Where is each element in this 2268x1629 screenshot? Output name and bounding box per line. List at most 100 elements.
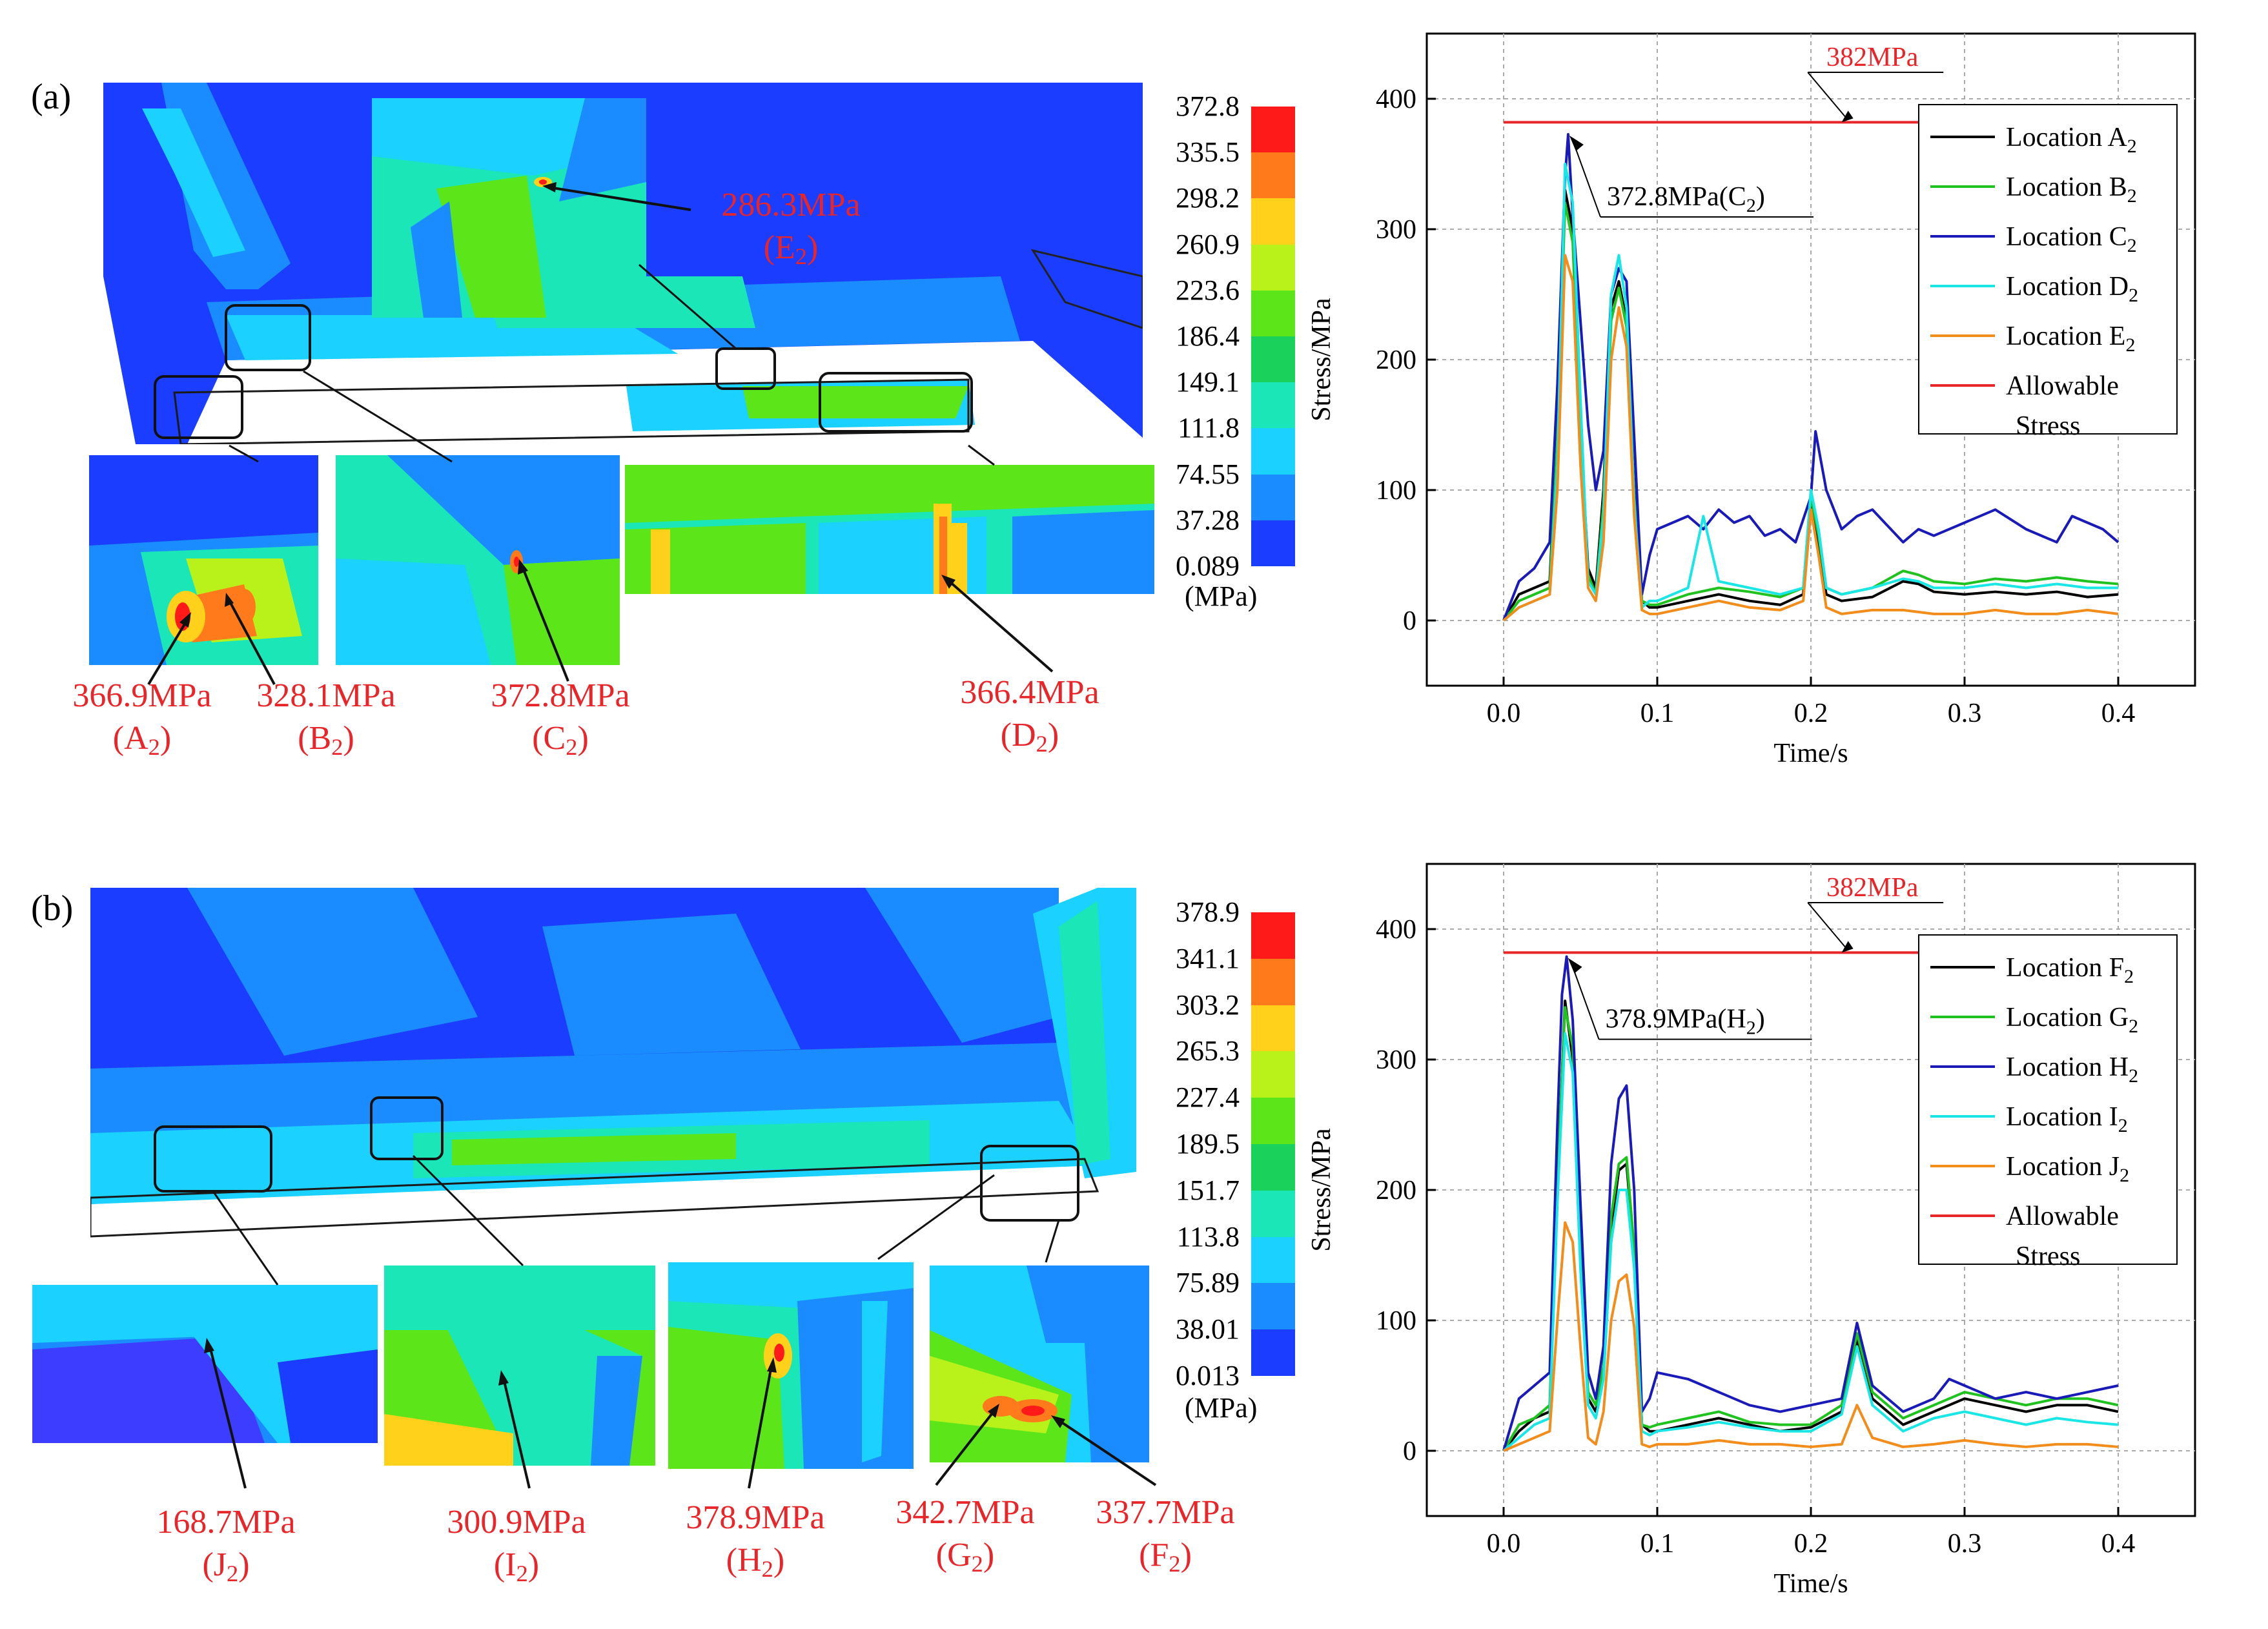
y-tick-label: 0 (1403, 606, 1416, 636)
colorbar-segment (1251, 244, 1295, 291)
legend-label: Location F2 (2006, 953, 2134, 987)
stress-time-chart-b: 0.0 0.1 0.2 0.3 0.4 0 100 200 300 400 Time/s Stress… (1307, 863, 2196, 1599)
x-tick-label: 0.1 (1640, 1529, 1675, 1559)
allowable-label: 382MPa (1826, 43, 1919, 72)
legend-label: Location I2 (2006, 1102, 2128, 1136)
colorbar-tick-label: 0.013 (1176, 1360, 1240, 1391)
colorbar-tick-label: 149.1 (1176, 366, 1240, 398)
series-line (1502, 163, 2118, 622)
fea-contour-b-main (90, 888, 1136, 1249)
fea-inset-d2 (625, 465, 1154, 594)
legend-box (1918, 104, 2178, 435)
peak-arrowhead (1569, 135, 1584, 151)
stress-time-chart-a: 0.0 0.1 0.2 0.3 0.4 0 100 200 300 400 Time/s Stress… (1307, 32, 2196, 768)
colorbar-segment (1251, 1051, 1295, 1098)
series-line (1502, 201, 2119, 622)
fea-inset-e2 (372, 98, 646, 318)
colorbar-tick-label: 372.8 (1176, 90, 1240, 122)
fea-inset-i2 (384, 1265, 655, 1466)
colorbar-tick-label: 0.089 (1176, 550, 1240, 582)
fea-inset-a2-b2 (89, 455, 318, 665)
colorbar-b (1251, 912, 1295, 1376)
colorbar-tick-label: 151.7 (1176, 1174, 1240, 1206)
colorbar-segment (1251, 152, 1295, 199)
colorbar-a (1251, 107, 1295, 566)
colorbar-segment (1251, 520, 1295, 566)
series-line (1502, 1006, 2119, 1452)
fea-inset-h2 (668, 1262, 914, 1469)
colorbar-tick-label: 111.8 (1178, 412, 1240, 444)
annotation-e2: 286.3MPa (E2) (721, 187, 861, 270)
colorbar-tick-label: 335.5 (1176, 136, 1240, 169)
peak-leader (1571, 964, 1600, 1040)
x-axis-label: Time/s (1773, 739, 1848, 768)
annotation-g2: 342.7MPa (G2) (895, 1494, 1035, 1577)
x-tick-label: 0.3 (1948, 1529, 1982, 1559)
colorbar-tick-label: 223.6 (1176, 274, 1240, 306)
allowable-leader (1807, 72, 1846, 118)
legend-label: Allowable (2006, 1202, 2119, 1231)
legend-label: Location J2 (2006, 1152, 2129, 1186)
colorbar-segment (1251, 1190, 1295, 1237)
x-tick-label: 0.4 (2101, 1529, 2136, 1559)
legend-box (1918, 934, 2178, 1265)
peak-leader (1573, 141, 1601, 218)
series-line (1502, 254, 2119, 622)
y-tick-label: 400 (1376, 915, 1416, 945)
colorbar-segment (1251, 1098, 1295, 1144)
colorbar-tick-label: 265.3 (1176, 1035, 1240, 1067)
fea-inset-c2 (336, 455, 620, 665)
colorbar-segment (1251, 290, 1295, 336)
peak-arrowhead (1568, 958, 1582, 974)
annotation-i2: 300.9MPa (I2) (447, 1504, 586, 1587)
allowable-label: 382MPa (1826, 873, 1919, 903)
colorbar-tick-label: 303.2 (1176, 989, 1240, 1021)
legend-label-line2: Stress (2016, 411, 2080, 441)
peak-annotation: 378.9MPa(H2) (1606, 1005, 1765, 1039)
legend-label: Location E2 (2006, 322, 2135, 356)
series-line (1503, 1221, 2119, 1452)
leader-lines-a (147, 182, 1054, 686)
y-tick-label: 300 (1376, 215, 1416, 245)
y-tick-label: 100 (1376, 476, 1416, 506)
colorbar-tick-label: 341.1 (1176, 942, 1240, 974)
legend-label-line2: Stress (2016, 1242, 2080, 1271)
x-tick-label: 0.1 (1640, 699, 1675, 728)
annotation-j2: 168.7MPa (J2) (156, 1504, 296, 1587)
fea-inset-g2-f2 (930, 1265, 1149, 1462)
x-axis-label: Time/s (1773, 1569, 1848, 1599)
legend-label: Location H2 (2006, 1052, 2138, 1087)
colorbar-segment (1251, 336, 1295, 383)
colorbar-tick-label: 298.2 (1176, 182, 1240, 214)
colorbar-segment (1251, 1236, 1295, 1284)
fea-contour-b-graphic (90, 888, 1136, 1249)
colorbar-b-unit: (MPa) (1185, 1392, 1258, 1424)
colorbar-tick-label: 38.01 (1176, 1313, 1240, 1346)
colorbar-tick-label: 113.8 (1176, 1220, 1240, 1253)
annotation-a2: 366.9MPa (A2) (72, 677, 212, 761)
colorbar-segment (1251, 1329, 1295, 1376)
fea-inset-j2 (32, 1285, 378, 1443)
colorbar-segment (1251, 428, 1295, 475)
x-tick-label: 0.2 (1794, 1529, 1828, 1559)
x-tick-label: 0.0 (1487, 699, 1521, 728)
legend-label: Location B2 (2006, 172, 2137, 207)
y-tick-label: 200 (1376, 345, 1416, 375)
colorbar-tick-label: 260.9 (1176, 228, 1240, 260)
legend-label: Location G2 (2006, 1003, 2138, 1037)
annotation-h2: 378.9MPa (H2) (686, 1499, 825, 1583)
colorbar-segment (1251, 198, 1295, 245)
colorbar-tick-label: 186.4 (1176, 320, 1240, 352)
colorbar-tick-label: 227.4 (1176, 1081, 1240, 1114)
x-tick-label: 0.0 (1487, 1529, 1521, 1559)
y-tick-label: 400 (1376, 85, 1416, 114)
annotation-c2: 372.8MPa (C2) (491, 677, 630, 761)
legend-label: Location D2 (2006, 272, 2138, 306)
annotation-d2: 366.4MPa (D2) (960, 674, 1099, 757)
colorbar-segment (1251, 474, 1295, 520)
colorbar-segment (1251, 1283, 1295, 1330)
colorbar-segment (1251, 107, 1295, 153)
leader-lines-b (204, 1154, 1157, 1489)
colorbar-tick-label: 74.55 (1176, 458, 1240, 490)
y-tick-label: 0 (1403, 1437, 1416, 1466)
